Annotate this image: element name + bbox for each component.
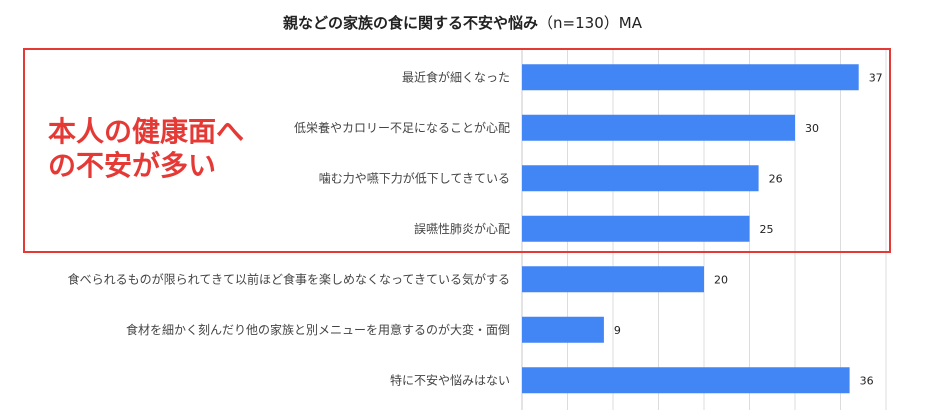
data-label: 25 <box>760 223 774 236</box>
category-label: 最近食が細くなった <box>402 69 510 84</box>
bar <box>522 367 850 394</box>
bar <box>522 266 704 293</box>
category-label: 特に不安や悩みはない <box>390 372 510 387</box>
bar <box>522 165 759 192</box>
chart-title: 親などの家族の食に関する不安や悩み（n=130）MA <box>0 12 925 33</box>
category-label: 低栄養やカロリー不足になることが心配 <box>294 120 510 135</box>
data-label: 26 <box>769 172 783 185</box>
data-label: 30 <box>805 122 819 135</box>
bar <box>522 64 859 91</box>
highlight-box <box>23 48 891 253</box>
category-label: 食材を細かく刻んだり他の家族と別メニューを用意するのが大変・面倒 <box>126 322 510 337</box>
category-label: 誤嚥性肺炎が心配 <box>414 221 510 236</box>
data-label: 9 <box>614 324 621 337</box>
bar <box>522 215 750 242</box>
annotation: 本人の健康面へ の不安が多い <box>48 115 244 183</box>
chart-title-main: 親などの家族の食に関する不安や悩み <box>283 14 539 32</box>
bar <box>522 316 604 343</box>
chart-title-note: （n=130）MA <box>538 14 642 32</box>
bar <box>522 114 795 141</box>
annotation-line-1: 本人の健康面へ <box>48 115 245 148</box>
data-label: 37 <box>869 71 883 84</box>
category-label: 食べられるものが限られてきて以前ほど食事を楽しめなくなってきている気がする <box>68 271 510 286</box>
data-label: 36 <box>860 374 874 387</box>
annotation-line-2: の不安が多い <box>48 149 217 182</box>
data-label: 20 <box>714 273 728 286</box>
category-label: 噛む力や嚥下力が低下してきている <box>319 170 510 185</box>
